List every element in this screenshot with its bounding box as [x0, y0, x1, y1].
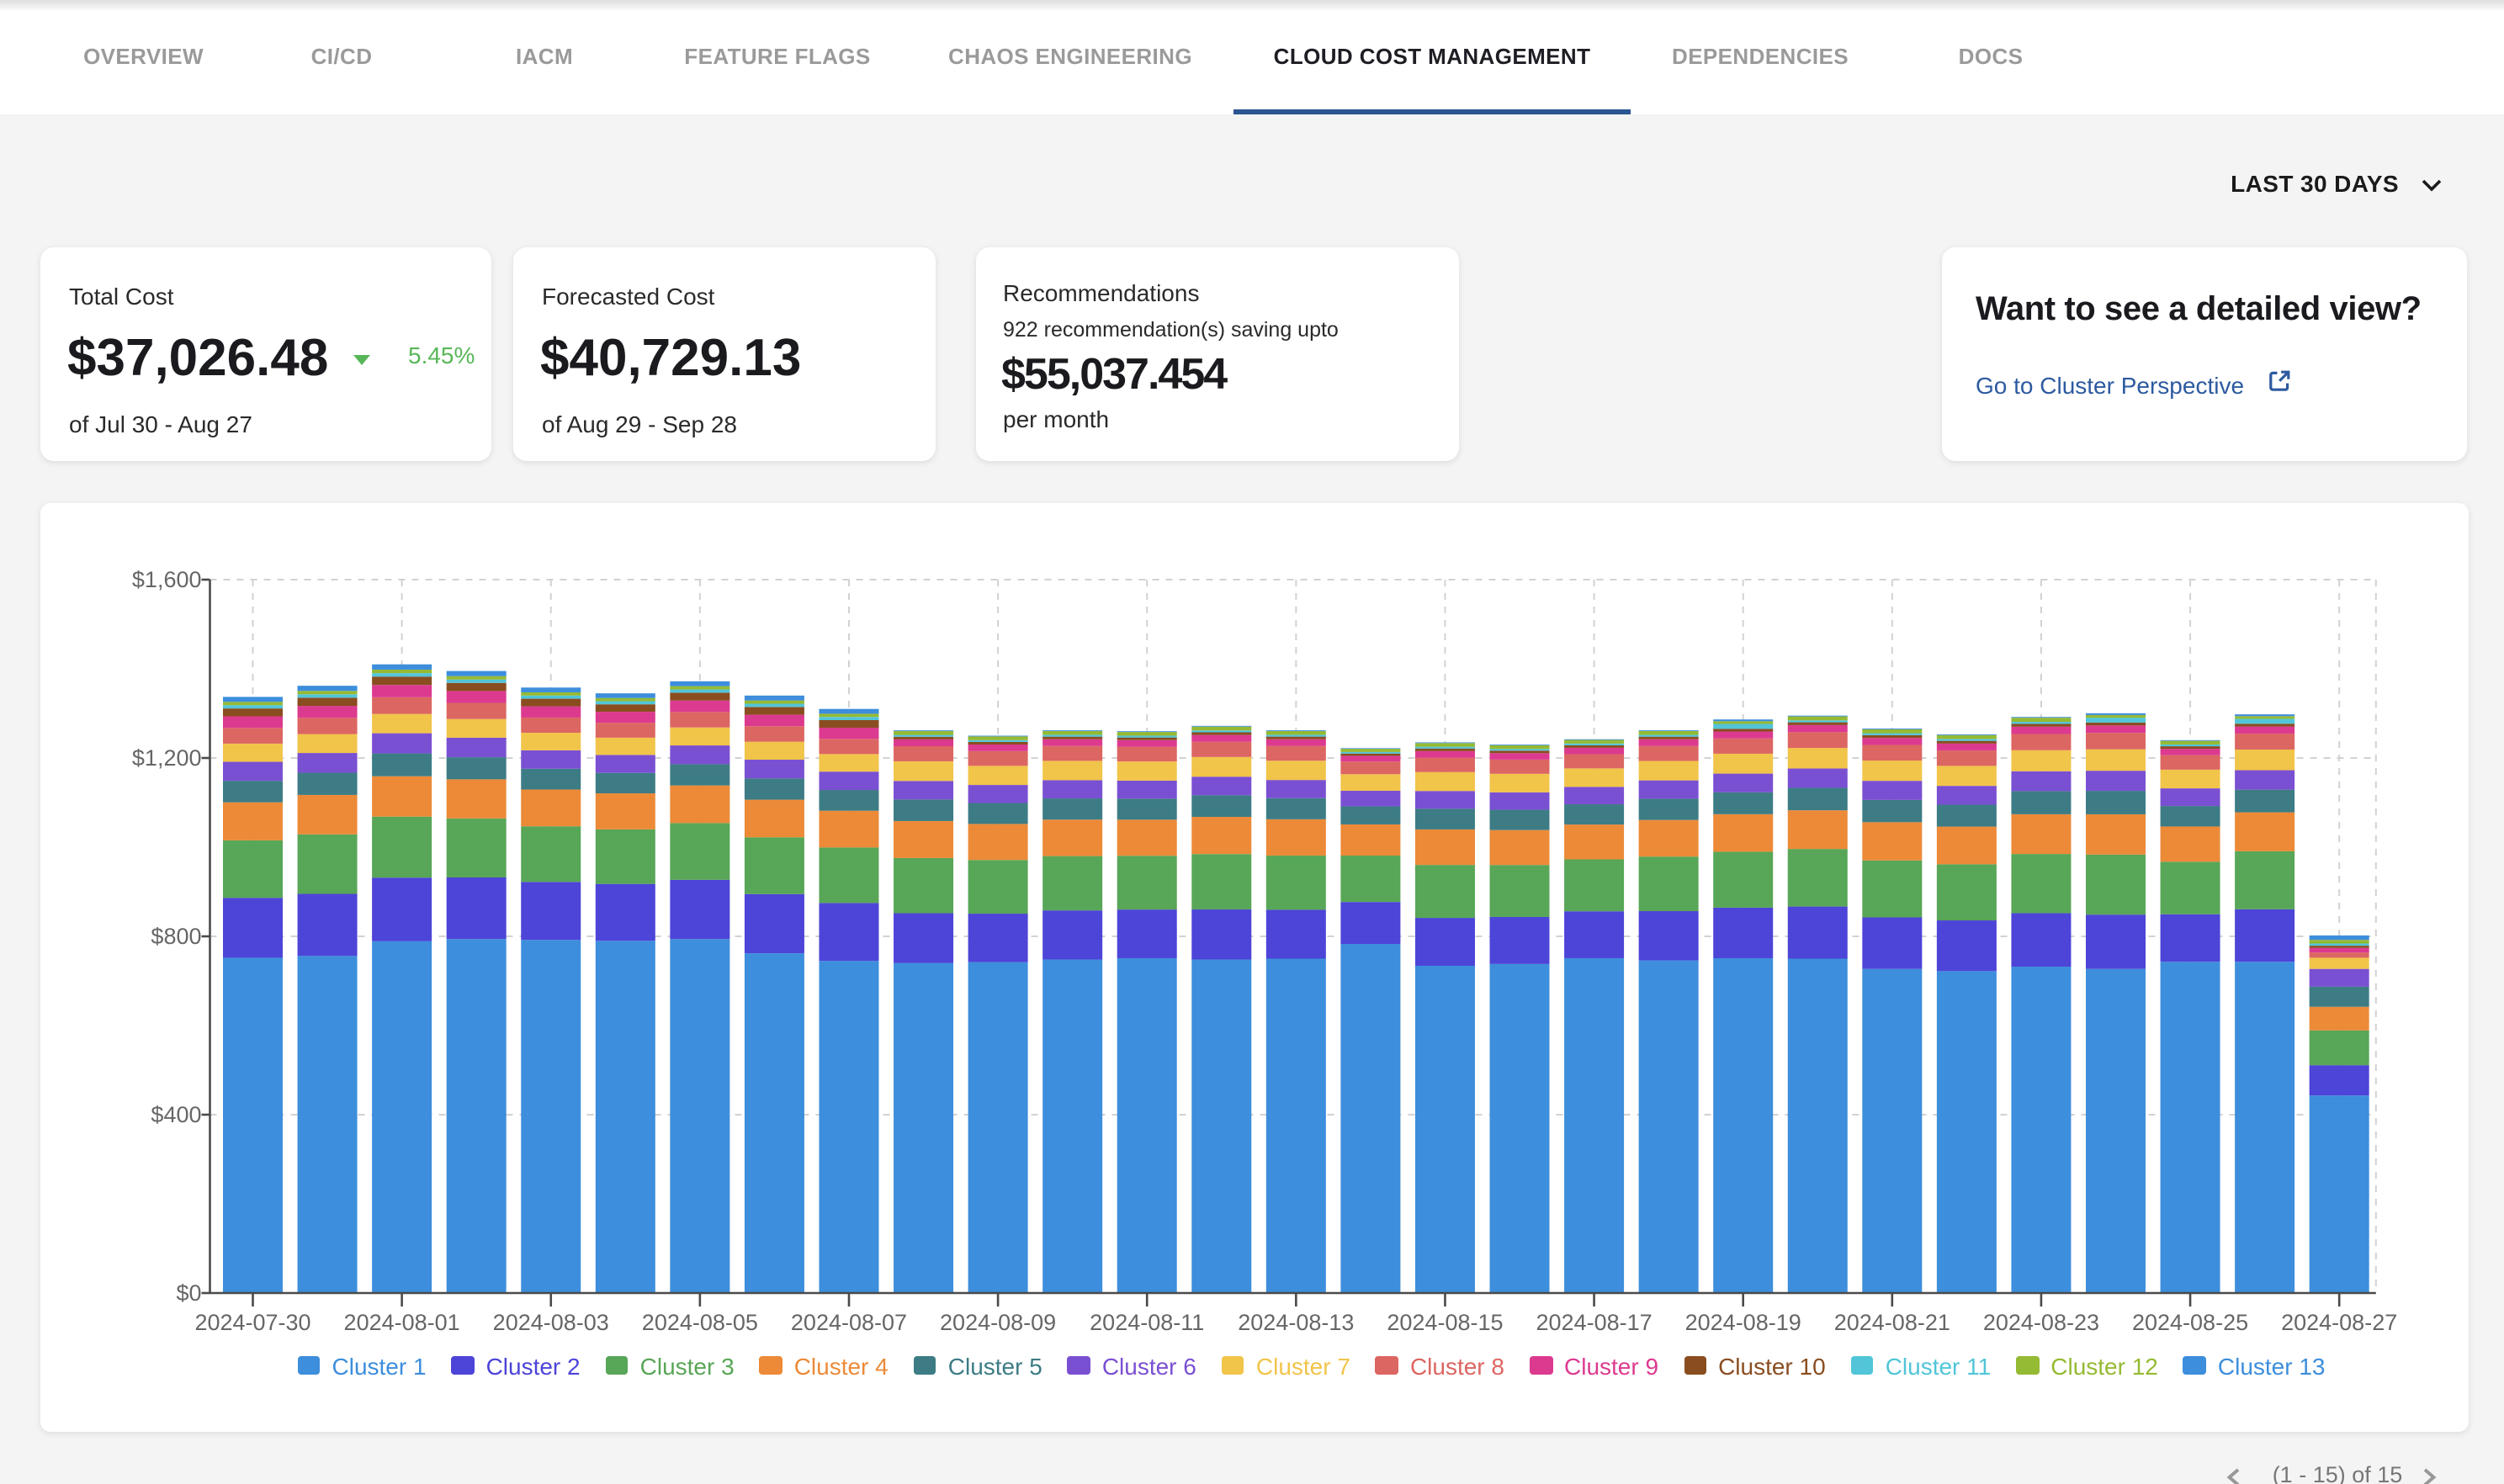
svg-text:2024-08-15: 2024-08-15 [1387, 1310, 1503, 1335]
svg-text:$800: $800 [151, 924, 201, 949]
svg-text:$1,200: $1,200 [131, 745, 201, 771]
svg-text:2024-07-30: 2024-07-30 [194, 1310, 310, 1335]
svg-text:$400: $400 [151, 1102, 201, 1127]
svg-text:2024-08-03: 2024-08-03 [492, 1310, 608, 1335]
svg-text:2024-08-07: 2024-08-07 [790, 1310, 906, 1335]
svg-text:2024-08-21: 2024-08-21 [1833, 1310, 1950, 1335]
svg-text:2024-08-05: 2024-08-05 [641, 1310, 757, 1335]
svg-text:2024-08-13: 2024-08-13 [1238, 1310, 1354, 1335]
svg-text:2024-08-25: 2024-08-25 [2131, 1310, 2247, 1335]
svg-text:2024-08-01: 2024-08-01 [343, 1310, 459, 1335]
svg-text:2024-08-09: 2024-08-09 [940, 1310, 1056, 1335]
svg-text:2024-08-27: 2024-08-27 [2281, 1310, 2397, 1335]
svg-text:$0: $0 [176, 1280, 201, 1306]
svg-text:2024-08-23: 2024-08-23 [1982, 1310, 2098, 1335]
svg-text:2024-08-17: 2024-08-17 [1536, 1310, 1652, 1335]
svg-text:2024-08-19: 2024-08-19 [1684, 1310, 1801, 1335]
svg-text:$1,600: $1,600 [131, 567, 201, 592]
svg-text:2024-08-11: 2024-08-11 [1090, 1310, 1204, 1335]
